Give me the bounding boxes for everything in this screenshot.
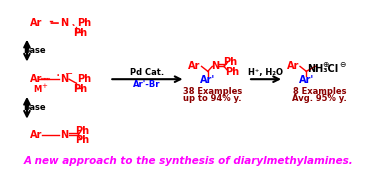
Text: Ph: Ph [75, 126, 90, 136]
Text: Ph: Ph [77, 74, 91, 84]
Text: 38 Examples: 38 Examples [183, 86, 242, 95]
Text: N: N [211, 61, 219, 71]
Text: Avg. 95% y.: Avg. 95% y. [292, 94, 347, 103]
Text: Ar: Ar [30, 18, 42, 28]
Text: Ar: Ar [30, 130, 42, 140]
Text: Ar'-Br: Ar'-Br [133, 80, 161, 89]
Text: Ar: Ar [287, 61, 299, 71]
Text: Ar: Ar [30, 74, 42, 84]
Text: Ph: Ph [223, 57, 237, 68]
Text: ⊕: ⊕ [323, 60, 329, 69]
Text: Ph: Ph [77, 18, 91, 28]
Text: Ar': Ar' [200, 75, 215, 85]
Text: ⊖: ⊖ [339, 60, 345, 69]
Text: Base: Base [24, 46, 46, 55]
Text: A new approach to the synthesis of diarylmethylamines.: A new approach to the synthesis of diary… [24, 156, 354, 166]
Text: H⁺, H₂O: H⁺, H₂O [248, 68, 284, 77]
Text: Pd Cat.: Pd Cat. [130, 68, 164, 77]
Text: −: − [65, 69, 73, 79]
Text: N: N [60, 18, 69, 28]
Text: up to 94% y.: up to 94% y. [183, 94, 242, 103]
Text: N: N [60, 74, 69, 84]
Text: Ph: Ph [225, 67, 239, 77]
Text: Base: Base [24, 103, 46, 112]
Text: N: N [60, 130, 69, 140]
Text: M: M [34, 84, 42, 93]
Text: Ph: Ph [75, 135, 90, 145]
Text: Ar: Ar [188, 61, 201, 71]
Text: +: + [41, 83, 47, 89]
Text: ·: · [55, 69, 60, 83]
Text: 8 Examples: 8 Examples [293, 86, 347, 95]
Text: Ph: Ph [73, 84, 87, 94]
Text: Ph: Ph [73, 28, 87, 38]
Text: Ar': Ar' [299, 75, 314, 85]
Text: NH₃Cl: NH₃Cl [307, 64, 338, 74]
